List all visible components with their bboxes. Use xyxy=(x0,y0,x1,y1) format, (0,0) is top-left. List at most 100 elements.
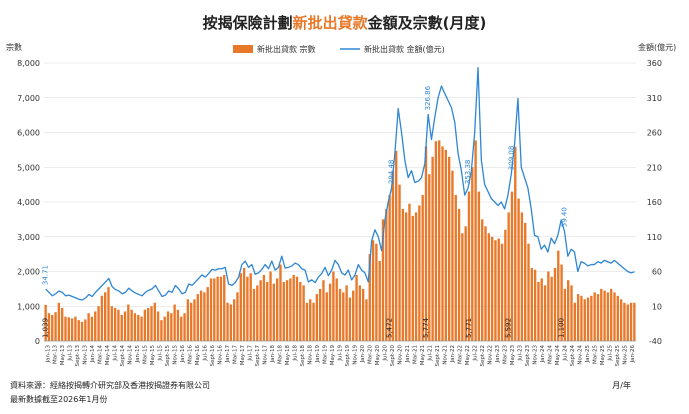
count-bar xyxy=(385,208,388,341)
count-annotation: 1,100 xyxy=(558,318,566,338)
count-bar xyxy=(87,313,90,341)
x-tick-label: Nov-13 xyxy=(83,345,89,365)
count-bar xyxy=(318,288,322,342)
chart-title-part: 金額及宗數(月度) xyxy=(367,14,487,32)
x-tick-label: May-14 xyxy=(105,345,111,366)
count-bar xyxy=(570,285,573,341)
count-bar xyxy=(219,276,223,341)
count-bar xyxy=(146,307,150,341)
x-tick-label: Jul-23 xyxy=(517,345,523,362)
count-bar xyxy=(454,195,457,341)
x-tick-label: Mar-20 xyxy=(367,345,373,365)
count-bar xyxy=(143,309,147,341)
count-bar xyxy=(623,302,626,341)
x-tick-label: May-24 xyxy=(555,345,561,366)
count-bar xyxy=(74,316,77,341)
count-bar xyxy=(113,307,117,341)
count-bar xyxy=(110,306,113,341)
x-axis-unit-label: 月/年 xyxy=(612,381,631,390)
count-bar xyxy=(84,319,87,341)
count-bar xyxy=(180,316,183,341)
x-tick-label: Jan-18 xyxy=(270,345,276,364)
count-bar xyxy=(209,278,213,341)
amount-annotation: 34.71 xyxy=(42,265,50,285)
count-bar xyxy=(477,191,481,341)
left-tick-label: 4,000 xyxy=(17,198,40,207)
count-bar xyxy=(355,274,358,341)
count-bar xyxy=(467,191,471,341)
amount-line-path xyxy=(45,66,635,301)
count-bar xyxy=(626,304,629,341)
x-tick-label: May-23 xyxy=(510,345,516,366)
count-bar xyxy=(500,243,504,341)
count-bar xyxy=(616,295,619,341)
x-tick-label: Jan-14 xyxy=(90,345,96,364)
x-tick-label: Sept-24 xyxy=(570,345,576,367)
count-bar xyxy=(256,285,259,341)
count-bar xyxy=(603,290,606,341)
count-bar xyxy=(229,304,233,341)
right-tick-label: 360 xyxy=(647,59,662,68)
x-tick-label: Jul-21 xyxy=(427,345,433,362)
right-tick-label: -40 xyxy=(649,337,662,346)
count-bar xyxy=(137,314,140,341)
x-tick-label: Jul-18 xyxy=(293,345,299,362)
count-bar xyxy=(312,302,315,341)
right-tick-label: 260 xyxy=(647,129,662,138)
count-bar xyxy=(77,320,80,341)
count-bar xyxy=(252,288,256,342)
count-bar xyxy=(332,271,335,341)
count-bar xyxy=(299,281,302,341)
count-bar xyxy=(520,212,524,341)
x-tick-label: Mar-13 xyxy=(53,345,59,365)
count-bar xyxy=(451,170,454,341)
x-tick-label: May-16 xyxy=(195,345,201,366)
count-bar xyxy=(153,302,156,341)
count-bar xyxy=(133,313,137,341)
count-bar xyxy=(629,302,633,341)
x-tick-label: May-15 xyxy=(150,345,156,366)
left-tick-label: 6,000 xyxy=(17,129,40,138)
x-tick-label: Mar-25 xyxy=(592,345,598,365)
count-bar xyxy=(391,170,395,341)
x-tick-label: Jul-14 xyxy=(113,345,119,362)
count-bar xyxy=(325,292,328,341)
count-bar xyxy=(361,288,365,342)
x-tick-label: Mar-23 xyxy=(502,345,508,365)
x-tick-label: Nov-14 xyxy=(128,345,134,365)
count-bar xyxy=(613,292,616,341)
count-bar xyxy=(428,174,431,341)
count-bar xyxy=(510,191,514,341)
count-bar xyxy=(107,287,110,341)
count-bar xyxy=(431,156,434,341)
x-tick-label: Sept-19 xyxy=(345,345,351,367)
count-bar xyxy=(94,311,97,341)
count-bar xyxy=(61,307,64,341)
count-bar xyxy=(593,292,596,341)
x-tick-label: Nov-21 xyxy=(442,345,448,365)
x-tick-label: May-25 xyxy=(600,345,606,366)
x-tick-label: Jan-15 xyxy=(135,345,141,364)
count-bar xyxy=(434,141,438,341)
amount-annotation: 353.38 xyxy=(464,160,472,185)
count-bar xyxy=(395,150,398,341)
count-bar xyxy=(120,314,123,341)
x-tick-label: Jan-17 xyxy=(225,345,231,364)
count-bar xyxy=(123,311,127,341)
count-bar xyxy=(348,297,352,341)
x-tick-label: Nov-24 xyxy=(577,345,583,365)
count-bar xyxy=(103,292,107,341)
count-bar xyxy=(596,294,600,341)
count-bar xyxy=(610,288,613,342)
count-bar xyxy=(487,233,491,341)
right-axis-label: 金額(億元) xyxy=(638,42,676,52)
amount-annotation: 294.48 xyxy=(388,160,396,185)
x-tick-label: Sept-22 xyxy=(480,345,486,367)
count-bar xyxy=(418,205,421,341)
x-tick-label: Mar-22 xyxy=(457,345,463,364)
count-bar xyxy=(550,276,553,341)
count-bar xyxy=(64,316,67,341)
x-tick-label: Jan-16 xyxy=(180,345,186,364)
count-bar xyxy=(150,306,153,341)
